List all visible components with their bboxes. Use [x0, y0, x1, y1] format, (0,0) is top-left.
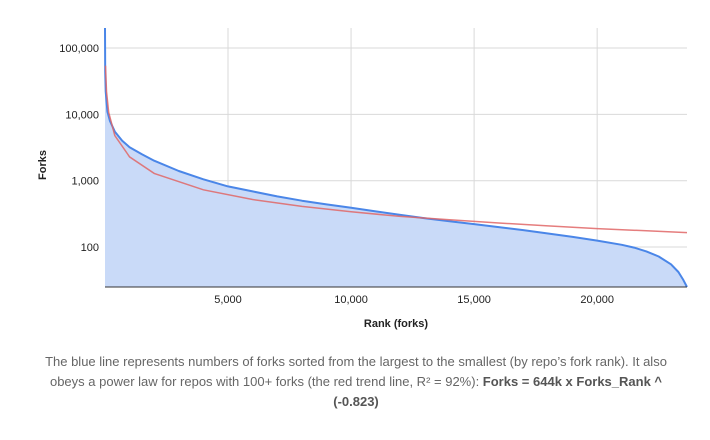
caption-text: The blue line represents numbers of fork… [45, 354, 667, 389]
trend-line [104, 65, 688, 234]
y-tick-label: 10,000 [65, 109, 99, 121]
x-tick-label: 5,000 [214, 294, 242, 306]
y-axis-title: Forks [37, 150, 49, 180]
caption-formula: Forks = 644k x Forks_Rank ^ (-0.823) [333, 374, 663, 409]
x-tick-label: 10,000 [334, 294, 368, 306]
forks-area-fill [105, 28, 687, 287]
y-tick-label: 100 [81, 242, 99, 254]
y-tick-label: 1,000 [71, 176, 99, 188]
y-tick-label: 100,000 [59, 43, 99, 55]
x-axis-title: Rank (forks) [364, 318, 429, 330]
x-tick-label: 15,000 [457, 294, 491, 306]
y-axis-ticks: 100 1,000 10,000 100,000 [59, 43, 99, 254]
x-axis-ticks: 5,000 10,000 15,000 20,000 [214, 294, 614, 306]
figure-caption: The blue line represents numbers of fork… [28, 352, 684, 412]
forks-series-line [104, 27, 688, 288]
fork-rank-chart: 100 1,000 10,000 100,000 5,000 10,000 15,000 2… [37, 27, 688, 330]
x-tick-label: 20,000 [580, 294, 614, 306]
